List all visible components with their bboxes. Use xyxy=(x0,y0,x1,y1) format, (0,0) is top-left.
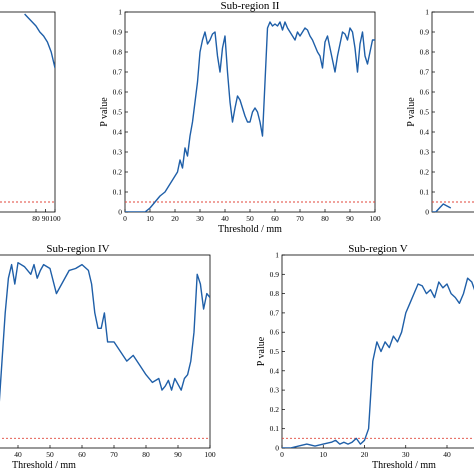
x-tick-label: 0 xyxy=(280,450,284,459)
y-tick-label: 0.9 xyxy=(270,270,280,279)
x-tick-label: 90 xyxy=(346,214,354,223)
y-tick-label: 0.7 xyxy=(270,308,280,317)
x-tick-label: 80 xyxy=(142,450,150,459)
y-tick-label: 0.5 xyxy=(270,347,280,356)
x-tick-label: 40 xyxy=(14,450,22,459)
y-tick-label: 0.3 xyxy=(270,386,280,395)
y-tick-label: 0.2 xyxy=(420,168,430,177)
chart-panel-3: 0 0.1 0.2 0.3 0.4 0.5 0.6 0.7 0.8 0.9 1 P value xyxy=(406,8,474,217)
chart-panel-1: 80 90 100 xyxy=(0,11,61,223)
y-tick-label: 0 xyxy=(275,444,279,453)
x-axis-label: Threshold / mm xyxy=(218,224,282,235)
chart-panel-5: 00.10.20.30.40.50.60.70.80.9101020304050… xyxy=(256,243,474,471)
y-axis-label: P value xyxy=(406,97,417,127)
x-axis-label: Threshold / mm xyxy=(12,460,76,471)
series-line-1 xyxy=(125,21,375,212)
y-tick-label: 1 xyxy=(275,251,279,260)
x-tick-label: 30 xyxy=(196,214,204,223)
y-tick-label: 0.1 xyxy=(270,424,280,433)
plot-frame xyxy=(431,11,474,213)
x-tick-label: 70 xyxy=(110,450,118,459)
y-tick-label: 0.4 xyxy=(270,366,280,375)
y-tick-label: 0.6 xyxy=(270,328,280,337)
x-tick-label: 60 xyxy=(78,450,86,459)
y-tick-label: 0.3 xyxy=(113,148,123,157)
x-tick-label: 50 xyxy=(46,450,54,459)
x-tick-label: 100 xyxy=(369,214,381,223)
plot-frame xyxy=(124,11,376,213)
x-tick-label: 0 xyxy=(123,214,127,223)
x-tick-label: 100 xyxy=(49,214,61,223)
y-tick-label: 0.7 xyxy=(420,68,430,77)
y-tick-label: 0 xyxy=(118,208,122,217)
y-tick-label: 1 xyxy=(118,8,122,17)
y-tick-label: 0.8 xyxy=(420,48,430,57)
y-tick-label: 0.3 xyxy=(420,148,430,157)
series-line-1 xyxy=(24,13,55,69)
y-tick-label: 0.1 xyxy=(420,188,430,197)
x-tick-label: 40 xyxy=(443,450,451,459)
x-axis-label: Threshold / mm xyxy=(372,460,436,471)
series-line-1 xyxy=(282,277,474,448)
plot-frame xyxy=(0,254,211,449)
y-tick-label: 0.4 xyxy=(113,128,123,137)
x-tick-label: 40 xyxy=(221,214,229,223)
x-tick-label: 90 xyxy=(42,214,50,223)
y-tick-label: 1 xyxy=(425,8,429,17)
x-tick-label: 80 xyxy=(32,214,40,223)
y-tick-label: 0.5 xyxy=(113,108,123,117)
y-tick-label: 0.6 xyxy=(420,88,430,97)
x-tick-label: 80 xyxy=(321,214,329,223)
plot-frame xyxy=(281,254,474,449)
y-axis-label: P value xyxy=(256,336,267,366)
x-tick-label: 90 xyxy=(174,450,182,459)
y-tick-label: 0.2 xyxy=(270,405,280,414)
x-tick-label: 60 xyxy=(271,214,279,223)
chart-title: Sub-region V xyxy=(348,243,407,255)
chart-title: Sub-region II xyxy=(221,0,280,12)
x-tick-label: 50 xyxy=(246,214,254,223)
plot-frame xyxy=(0,11,56,213)
y-tick-label: 0.9 xyxy=(113,28,123,37)
x-tick-label: 20 xyxy=(171,214,179,223)
y-tick-label: 0.4 xyxy=(420,128,430,137)
y-tick-label: 0.5 xyxy=(420,108,430,117)
y-tick-label: 0.8 xyxy=(270,289,280,298)
x-tick-label: 10 xyxy=(320,450,328,459)
y-tick-label: 0.8 xyxy=(113,48,123,57)
y-tick-label: 0.9 xyxy=(420,28,430,37)
y-axis-label: P value xyxy=(99,97,110,127)
x-tick-label: 20 xyxy=(361,450,369,459)
y-tick-label: 0.6 xyxy=(113,88,123,97)
x-tick-label: 30 xyxy=(402,450,410,459)
chart-panel-2: 00.10.20.30.40.50.60.70.80.910 10 20 30 40 50… xyxy=(99,0,381,235)
x-tick-label: 70 xyxy=(296,214,304,223)
y-tick-label: 0.2 xyxy=(113,168,123,177)
y-tick-label: 0.7 xyxy=(113,68,123,77)
y-tick-label: 0 xyxy=(425,208,429,217)
x-tick-label: 10 xyxy=(146,214,154,223)
series-line-1 xyxy=(432,203,452,212)
y-tick-label: 0.1 xyxy=(113,188,123,197)
chart-title: Sub-region IV xyxy=(46,243,109,255)
series-line-1 xyxy=(0,262,210,402)
x-tick-label: 100 xyxy=(204,450,216,459)
